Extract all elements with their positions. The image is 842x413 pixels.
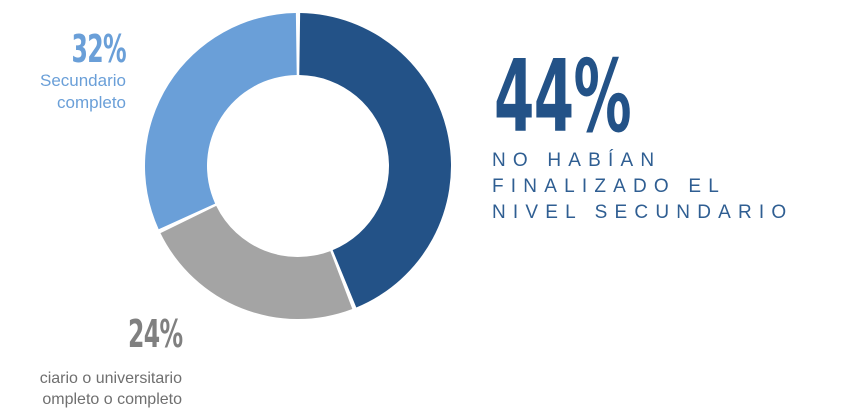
secundario-completo-text-line-2: completo: [57, 93, 126, 112]
secundario-completo-text-line-1: Secundario: [39, 71, 126, 90]
terciario-universitario-text-line-1: ciario o universitario: [39, 370, 182, 387]
no-finalizado-description: NO HABÍAN FINALIZADO EL NIVEL SECUNDARIO: [492, 148, 793, 226]
donut-slice-44: [299, 13, 451, 308]
donut-slice-24: [160, 205, 353, 319]
terciario-universitario-text: ciario o universitario ompleto o complet…: [40, 368, 182, 410]
no-finalizado-text-line-2: FINALIZADO EL: [492, 176, 727, 197]
no-finalizado-text-line-1: NO HABÍAN: [492, 150, 662, 171]
terciario-universitario-text-line-2: ompleto o completo: [42, 391, 182, 408]
no-finalizado-percent: 44%: [494, 38, 632, 155]
secundario-completo-percent: 32%: [71, 27, 126, 71]
secundario-completo-label: 32% Secundario completo: [0, 27, 127, 114]
terciario-universitario-percent: 24%: [128, 312, 183, 356]
no-finalizado-text-line-3: NIVEL SECUNDARIO: [492, 202, 794, 223]
donut-slice-32: [145, 13, 297, 230]
